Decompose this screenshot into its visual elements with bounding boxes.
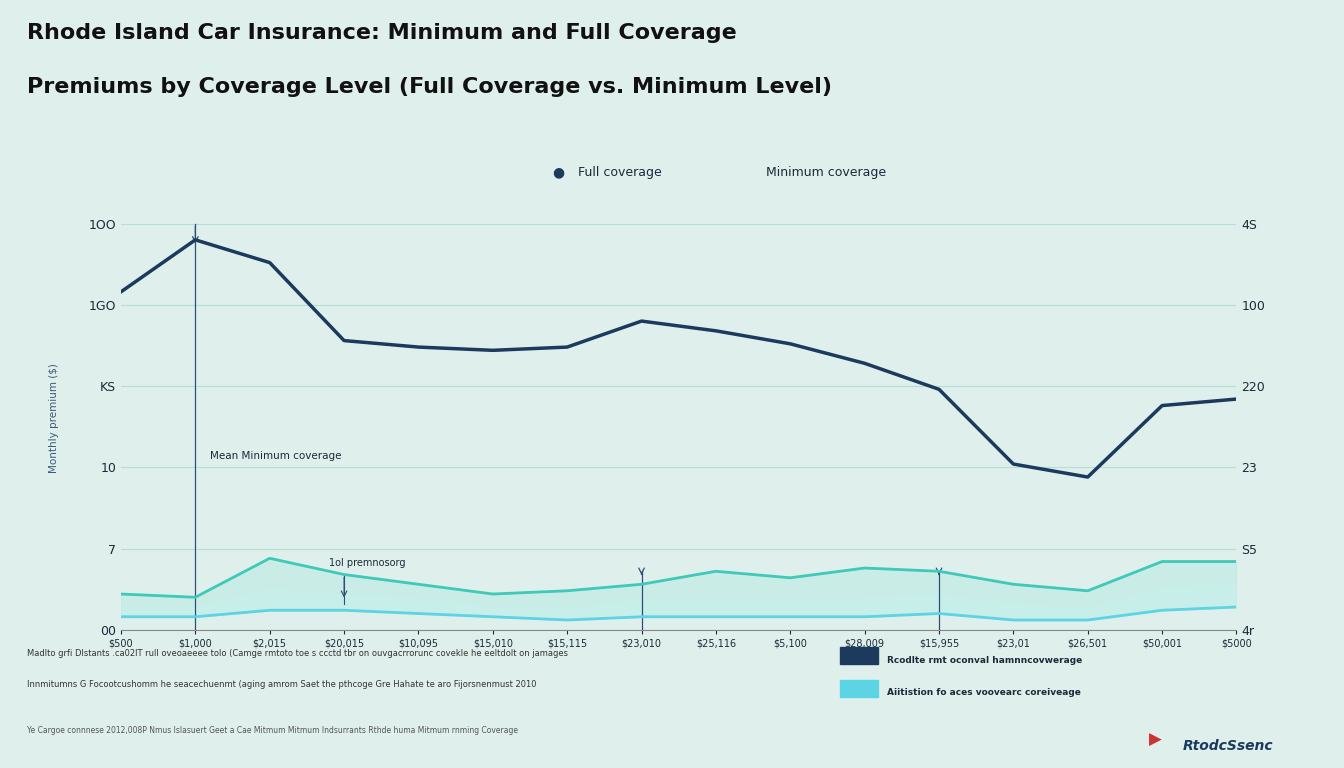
Text: Mean Minimum coverage: Mean Minimum coverage xyxy=(210,451,341,461)
Text: ●: ● xyxy=(552,166,564,180)
Text: Innmitumns G Focootcushomm he seacechuenmt (aging amrom Saet the pthcoge Gre Hah: Innmitumns G Focootcushomm he seacechuen… xyxy=(27,680,536,689)
Text: Aiitistion fo aces voovearc coreiveage: Aiitistion fo aces voovearc coreiveage xyxy=(887,688,1081,697)
Text: Full coverage: Full coverage xyxy=(578,167,661,179)
Text: Rcodlte rmt oconval hamnncovwerage: Rcodlte rmt oconval hamnncovwerage xyxy=(887,656,1082,665)
Text: RtodcSsenc: RtodcSsenc xyxy=(1183,739,1273,753)
Text: Monthly premium ($): Monthly premium ($) xyxy=(48,363,59,474)
Text: Madlto grfi Dlstants .ca02lT rull oveoaeeee tolo (Camge rmtoto toe s ccctd tbr o: Madlto grfi Dlstants .ca02lT rull oveoae… xyxy=(27,649,569,658)
Text: Minimum coverage: Minimum coverage xyxy=(766,167,886,179)
Text: ▶: ▶ xyxy=(1149,731,1161,749)
Text: Premiums by Coverage Level (Full Coverage vs. Minimum Level): Premiums by Coverage Level (Full Coverag… xyxy=(27,77,832,97)
Text: 1ol premnosorg: 1ol premnosorg xyxy=(329,558,406,568)
Text: Rhode Island Car Insurance: Minimum and Full Coverage: Rhode Island Car Insurance: Minimum and … xyxy=(27,23,737,43)
Text: Ye Cargoe connnese 2012,008P Nmus Islasuert Geet a Cae Mitmum Mitmum Indsurrants: Ye Cargoe connnese 2012,008P Nmus Islasu… xyxy=(27,726,517,735)
